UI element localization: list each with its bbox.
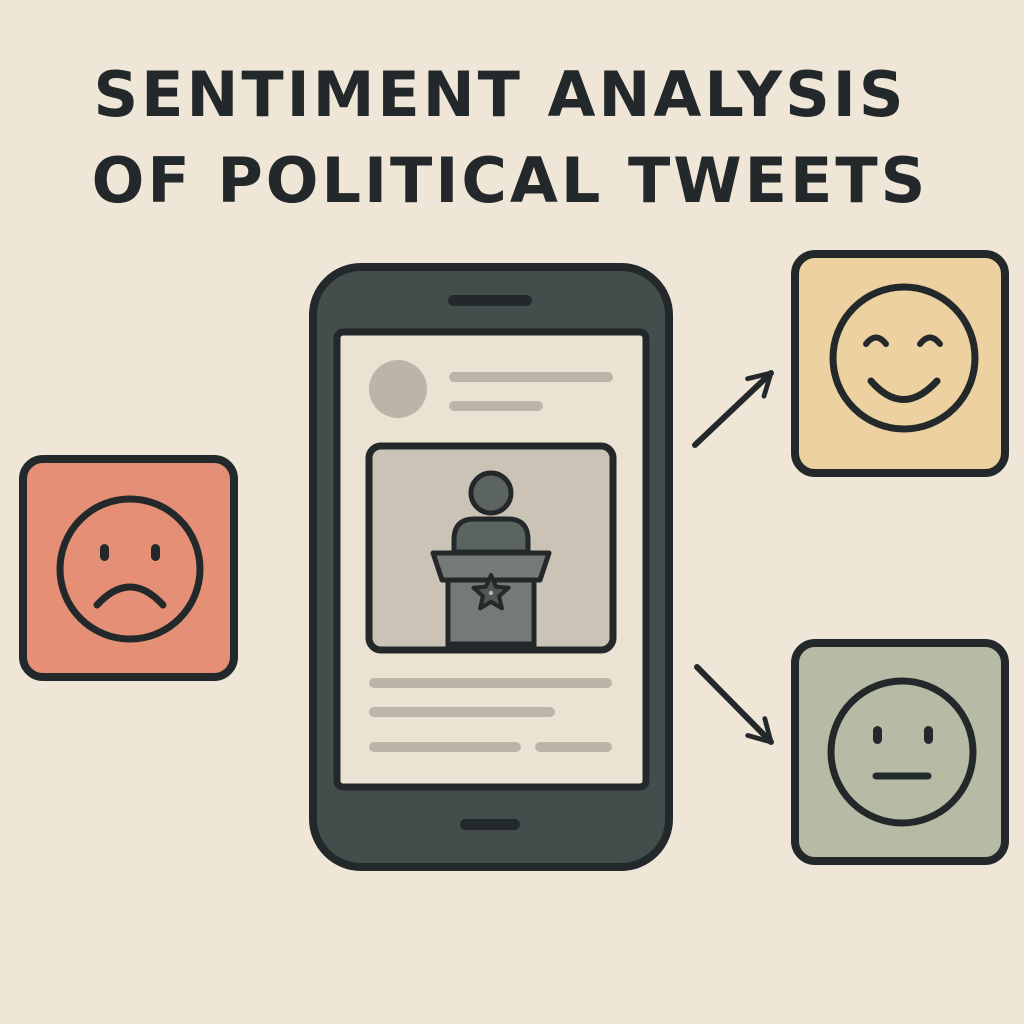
neutral-face-icon [827, 677, 977, 827]
post-text-line-2 [369, 707, 555, 717]
arrow-to-neutral-icon [694, 664, 774, 745]
arrow-to-positive-icon [692, 370, 774, 448]
title-line-1: SENTIMENT ANALYSIS [93, 58, 907, 131]
title-line-2: OF POLITICAL TWEETS [91, 144, 929, 217]
post-text-line-3 [369, 742, 521, 752]
smartphone-icon [309, 263, 673, 871]
phone-speaker [448, 295, 532, 306]
smiling-face-icon [829, 283, 979, 433]
podium-top [430, 550, 552, 583]
post-handle-line [449, 401, 543, 411]
post-text-line-1 [369, 678, 612, 688]
page-title: SENTIMENT ANALYSIS OF POLITICAL TWEETS [0, 52, 1000, 224]
negative-sentiment-card [19, 455, 238, 681]
podium-star-center [488, 590, 494, 596]
positive-sentiment-card [791, 250, 1009, 477]
sad-face-icon [56, 495, 204, 643]
speaker-head [468, 470, 514, 516]
speaker-torso [451, 516, 531, 555]
phone-home-bar [460, 819, 520, 830]
neutral-sentiment-card [791, 639, 1009, 865]
politician-at-podium-icon [365, 442, 617, 654]
post-text-line-4 [535, 742, 612, 752]
post-author-line [449, 372, 613, 382]
avatar [369, 360, 427, 418]
